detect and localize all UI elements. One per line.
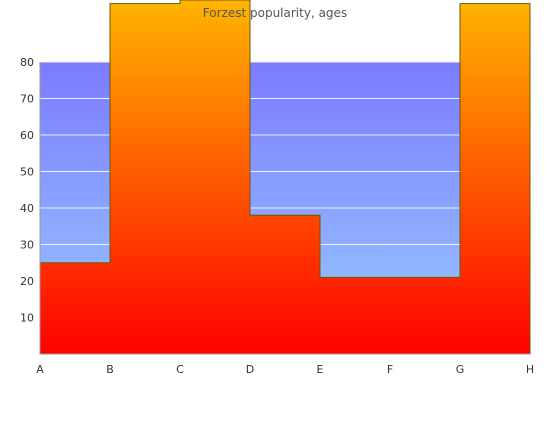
x-tick-labels: A B C D E F G H: [36, 363, 534, 376]
x-tick-label: G: [456, 363, 465, 376]
x-tick-label: E: [317, 363, 324, 376]
x-tick-label: B: [106, 363, 114, 376]
y-tick-label: 60: [20, 129, 34, 142]
y-tick-label: 80: [20, 56, 34, 69]
x-tick-label: D: [246, 363, 254, 376]
chart-title: Forzest popularity, ages: [203, 6, 347, 20]
y-tick-label: 50: [20, 166, 34, 179]
y-tick-label: 20: [20, 275, 34, 288]
y-tick-labels: 10 20 30 40 50 60 70 80: [20, 56, 34, 325]
series-area: [39, 0, 531, 355]
x-tick-label: C: [176, 363, 184, 376]
y-tick-label: 30: [20, 239, 34, 252]
x-tick-label: F: [387, 363, 393, 376]
y-tick-label: 10: [20, 312, 34, 325]
x-tick-label: A: [36, 363, 44, 376]
x-tick-label: H: [526, 363, 534, 376]
y-tick-label: 40: [20, 202, 34, 215]
y-tick-label: 70: [20, 93, 34, 106]
